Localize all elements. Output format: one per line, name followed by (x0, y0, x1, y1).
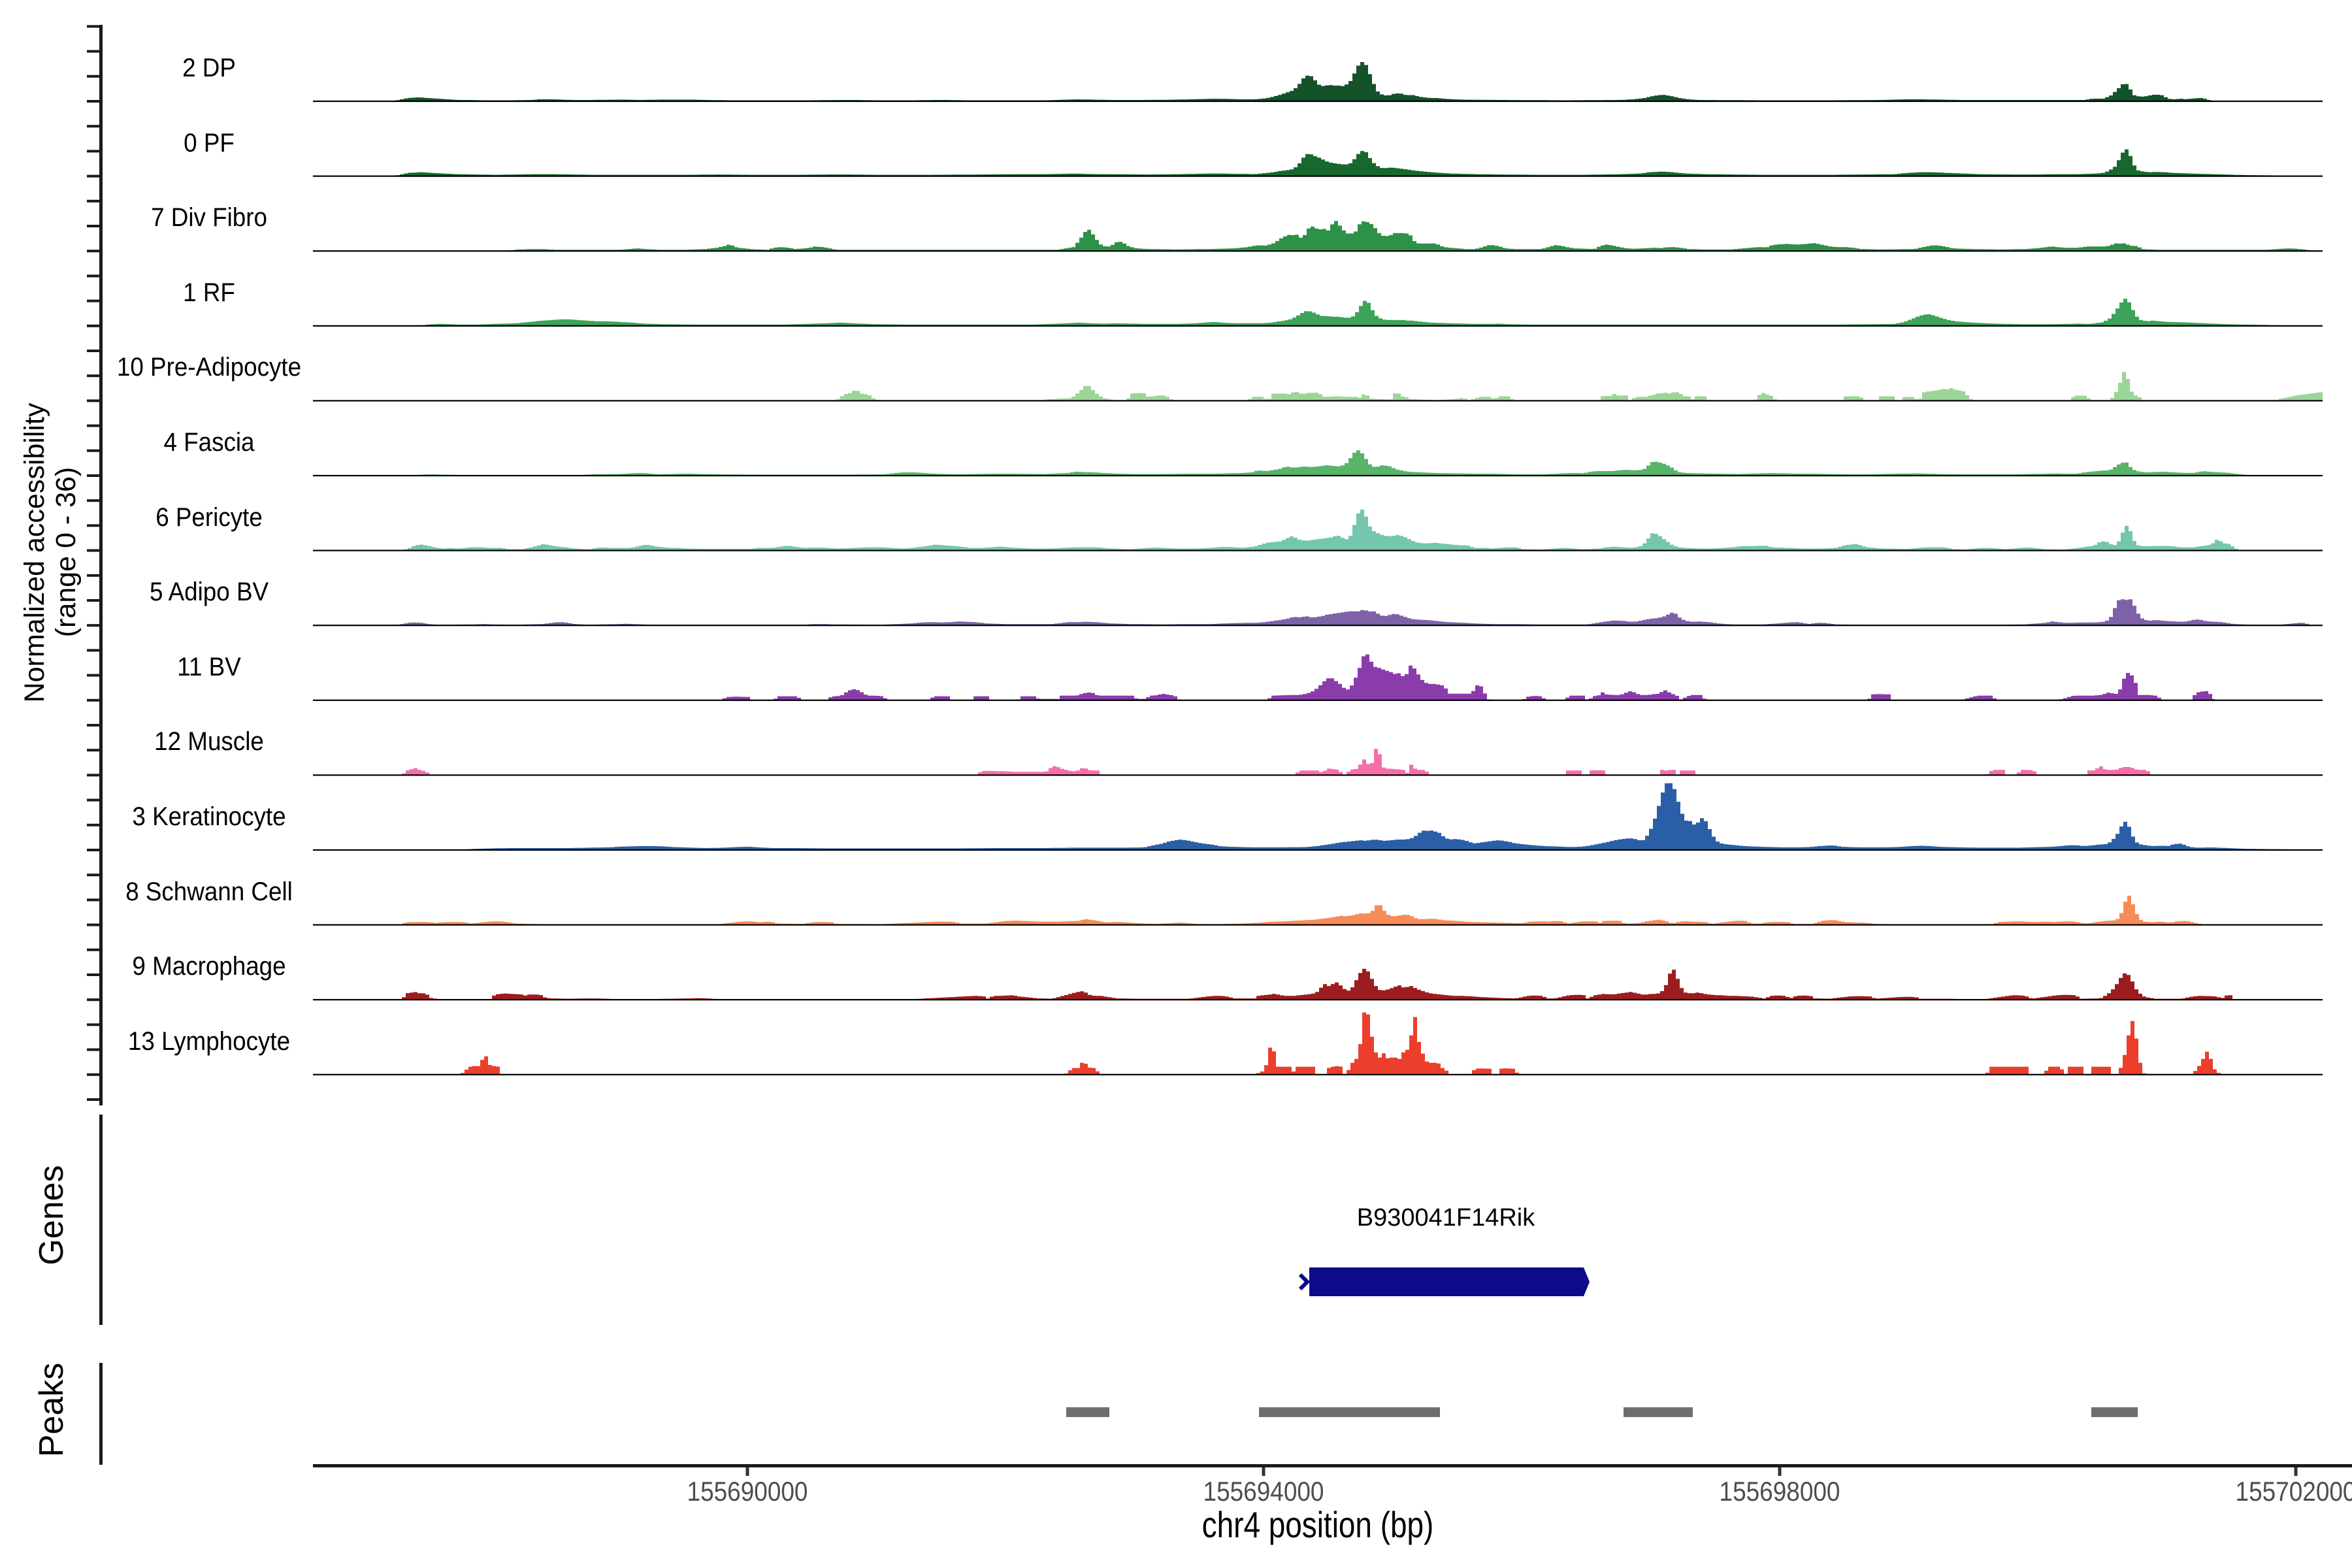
svg-text:0 PF: 0 PF (184, 129, 235, 158)
svg-text:1 RF: 1 RF (183, 278, 235, 308)
svg-text:Normalized accessibility: Normalized accessibility (19, 402, 50, 702)
svg-text:11 BV: 11 BV (177, 653, 241, 682)
svg-text:chr4 position (bp): chr4 position (bp) (1202, 1505, 1434, 1545)
svg-text:155694000: 155694000 (1203, 1477, 1324, 1507)
svg-text:3 Keratinocyte: 3 Keratinocyte (132, 802, 286, 832)
svg-text:Genes: Genes (33, 1165, 71, 1265)
svg-text:Peaks: Peaks (33, 1363, 71, 1458)
svg-text:10 Pre-Adipocyte: 10 Pre-Adipocyte (117, 353, 301, 382)
svg-text:(range 0 - 36): (range 0 - 36) (50, 467, 82, 638)
svg-text:B930041F14Rik: B930041F14Rik (1357, 1204, 1536, 1232)
svg-text:7 Div Fibro: 7 Div Fibro (151, 203, 267, 233)
svg-text:4 Fascia: 4 Fascia (163, 428, 255, 457)
svg-text:155698000: 155698000 (1720, 1477, 1840, 1507)
svg-text:2 DP: 2 DP (182, 54, 236, 83)
svg-text:12 Muscle: 12 Muscle (154, 727, 264, 757)
svg-text:13 Lymphocyte: 13 Lymphocyte (128, 1027, 290, 1056)
svg-text:6 Pericyte: 6 Pericyte (155, 503, 263, 532)
svg-text:155690000: 155690000 (687, 1477, 808, 1507)
svg-text:155702000: 155702000 (2236, 1477, 2352, 1507)
svg-text:8 Schwann Cell: 8 Schwann Cell (125, 877, 293, 907)
svg-text:9 Macrophage: 9 Macrophage (132, 952, 286, 981)
svg-text:5 Adipo BV: 5 Adipo BV (150, 578, 269, 607)
